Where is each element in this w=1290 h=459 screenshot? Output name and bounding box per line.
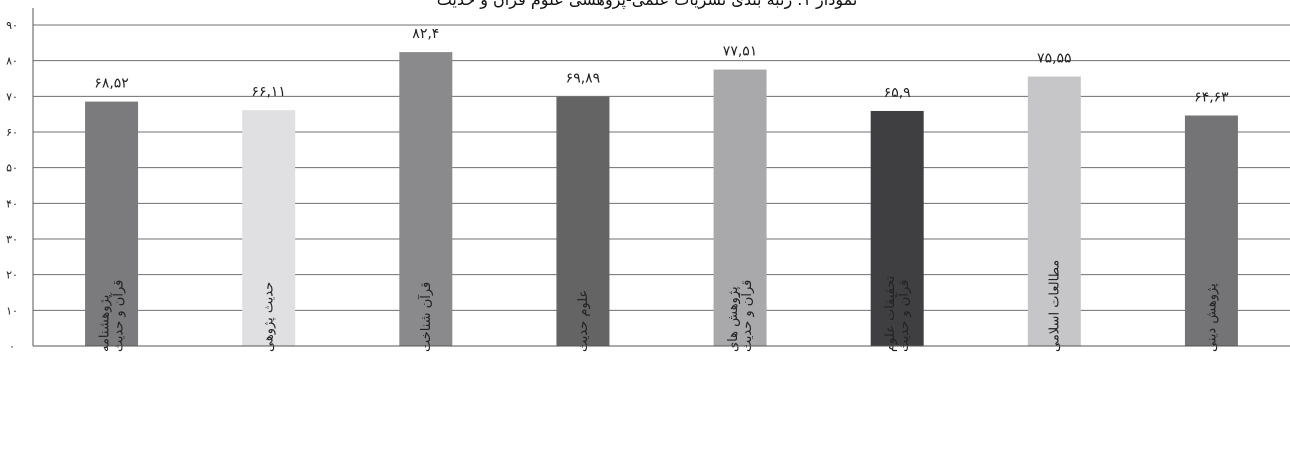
value-label: ۶۹,۸۹ bbox=[566, 71, 601, 87]
x-tick-label: پژوهشنامه bbox=[98, 294, 113, 352]
value-label: ۷۵,۵۵ bbox=[1037, 51, 1072, 67]
x-tick-label: تحقیقات علوم bbox=[883, 275, 898, 352]
y-tick-label: ۱۰ bbox=[6, 304, 18, 317]
x-tick-label-group: پژوهش دینی bbox=[1204, 283, 1219, 352]
x-tick-label-group: پژوهشنامه قرآن و حدیث bbox=[98, 280, 127, 352]
bar bbox=[1027, 76, 1081, 346]
value-labels: ۶۸,۵۲ ۶۶,۱۱ ۸۲,۴ ۶۹,۸۹ ۷۷,۵۱ ۶۵,۹ ۷۵,۵۵ ۶۴,۶۳ bbox=[94, 26, 1229, 105]
y-tick-label: ۳۰ bbox=[6, 233, 18, 246]
value-label: ۶۶,۱۱ bbox=[251, 84, 286, 100]
x-tick-label-group: تحقیقات علوم قرآن و حدیث bbox=[883, 275, 912, 352]
x-tick-label-group: پژوهش های قرآن و حدیث bbox=[726, 280, 755, 352]
chart-title: نمودار ۱. رتبه بندی نشریات علمی-پژوهشی ع… bbox=[437, 0, 858, 10]
x-tick-label: علوم حدیث bbox=[576, 290, 591, 352]
y-tick-label: ۵۰ bbox=[6, 162, 18, 175]
bar bbox=[242, 110, 296, 346]
x-tick-label: پژوهش دینی bbox=[1204, 283, 1219, 352]
bar bbox=[85, 101, 139, 346]
value-label: ۸۲,۴ bbox=[412, 26, 439, 42]
value-label: ۷۷,۵۱ bbox=[723, 44, 758, 60]
x-tick-label: مطالعات اسلامی bbox=[1047, 260, 1062, 352]
bar bbox=[556, 96, 610, 346]
bar bbox=[1184, 115, 1238, 347]
x-tick-label: حدیث پژوهی bbox=[262, 282, 277, 352]
y-tick-label: ۶۰ bbox=[6, 126, 18, 139]
x-tick-label-group: قرآن شناخت bbox=[417, 282, 434, 352]
bar bbox=[713, 69, 767, 346]
x-tick-label: قرآن و حدیث bbox=[738, 280, 755, 352]
x-tick-label-group: علوم حدیث bbox=[576, 290, 591, 352]
y-tick-label: ۸۰ bbox=[6, 55, 18, 68]
value-label: ۶۵,۹ bbox=[884, 85, 911, 101]
x-tick-label: قرآن و حدیث bbox=[895, 280, 912, 352]
bars bbox=[85, 52, 1238, 347]
y-tick-label: ۴۰ bbox=[6, 197, 18, 210]
x-tick-label-group: مطالعات اسلامی bbox=[1047, 260, 1062, 352]
y-tick-label: ۹۰ bbox=[6, 19, 18, 32]
x-tick-label-group: حدیث پژوهی bbox=[262, 282, 277, 352]
y-tick-label: ۲۰ bbox=[6, 269, 18, 282]
x-axis-labels: پژوهشنامه قرآن و حدیث حدیث پژوهی قرآن شناخت… bbox=[98, 260, 1220, 352]
x-tick-label: قرآن شناخت bbox=[417, 282, 434, 352]
y-tick-label: ۰ bbox=[9, 340, 15, 353]
value-label: ۶۴,۶۳ bbox=[1194, 89, 1229, 105]
y-tick-label: ۷۰ bbox=[6, 90, 18, 103]
y-axis-ticks: ۰ ۱۰ ۲۰ ۳۰ ۴۰ ۵۰ ۶۰ ۷۰ ۸۰ ۹۰ bbox=[6, 19, 18, 353]
bar bbox=[870, 110, 924, 346]
gridlines bbox=[33, 24, 1290, 311]
x-tick-label: قرآن و حدیث bbox=[110, 280, 127, 352]
bar bbox=[399, 52, 453, 347]
value-label: ۶۸,۵۲ bbox=[94, 76, 129, 92]
x-tick-label: پژوهش های bbox=[726, 286, 741, 352]
